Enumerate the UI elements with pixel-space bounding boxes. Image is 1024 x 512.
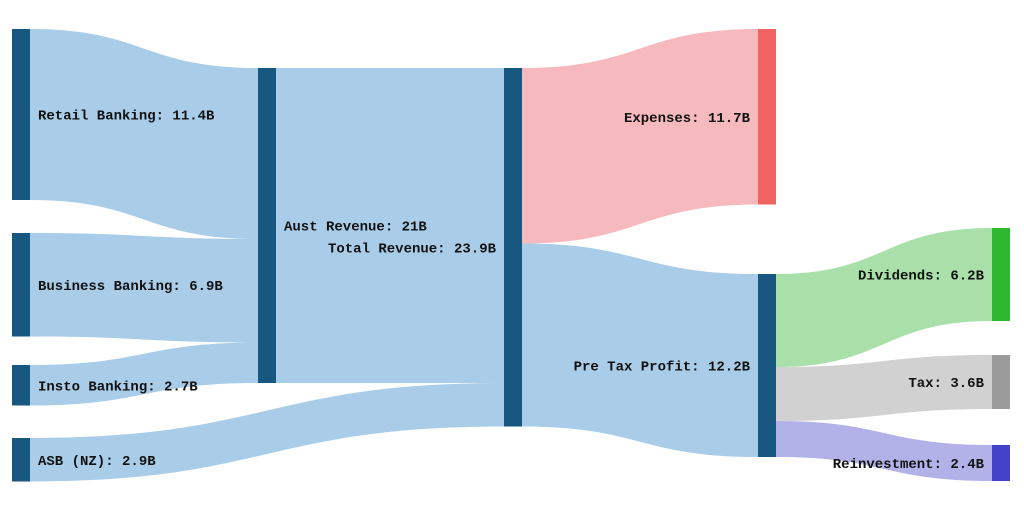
node-aust-revenue xyxy=(258,68,276,383)
label-total-revenue: Total Revenue: 23.9B xyxy=(328,241,497,257)
label-business-banking: Business Banking: 6.9B xyxy=(38,279,223,295)
node-asb-nz xyxy=(12,438,30,482)
node-retail-banking xyxy=(12,29,30,200)
flow-pre-tax-profit-to-tax xyxy=(776,355,992,421)
flow-business-banking-to-aust-revenue xyxy=(30,233,258,343)
label-retail-banking: Retail Banking: 11.4B xyxy=(38,109,215,125)
label-tax: Tax: 3.6B xyxy=(908,376,984,392)
label-aust-revenue: Aust Revenue: 21B xyxy=(284,220,427,236)
node-tax xyxy=(992,355,1010,409)
node-total-revenue xyxy=(504,68,522,427)
label-insto-banking: Insto Banking: 2.7B xyxy=(38,379,198,395)
node-dividends xyxy=(992,228,1010,321)
label-asb-nz: ASB (NZ): 2.9B xyxy=(38,454,156,470)
node-expenses xyxy=(758,29,776,205)
label-pre-tax-profit: Pre Tax Profit: 12.2B xyxy=(574,360,751,376)
flow-pre-tax-profit-to-dividends xyxy=(776,228,992,367)
flow-total-revenue-to-expenses xyxy=(522,29,758,244)
flow-aust-revenue-to-total-revenue xyxy=(276,68,504,383)
flow-insto-banking-to-aust-revenue xyxy=(30,342,258,406)
flow-total-revenue-to-pre-tax-profit xyxy=(522,243,758,457)
label-dividends: Dividends: 6.2B xyxy=(858,269,985,285)
node-business-banking xyxy=(12,233,30,337)
flow-pre-tax-profit-to-reinvestment xyxy=(776,421,992,481)
label-expenses: Expenses: 11.7B xyxy=(624,111,751,127)
node-pre-tax-profit xyxy=(758,274,776,457)
node-insto-banking xyxy=(12,365,30,406)
flow-retail-banking-to-aust-revenue xyxy=(30,29,258,239)
node-reinvestment xyxy=(992,445,1010,481)
flow-asb-nz-to-total-revenue xyxy=(30,383,504,482)
label-reinvestment: Reinvestment: 2.4B xyxy=(833,457,985,473)
